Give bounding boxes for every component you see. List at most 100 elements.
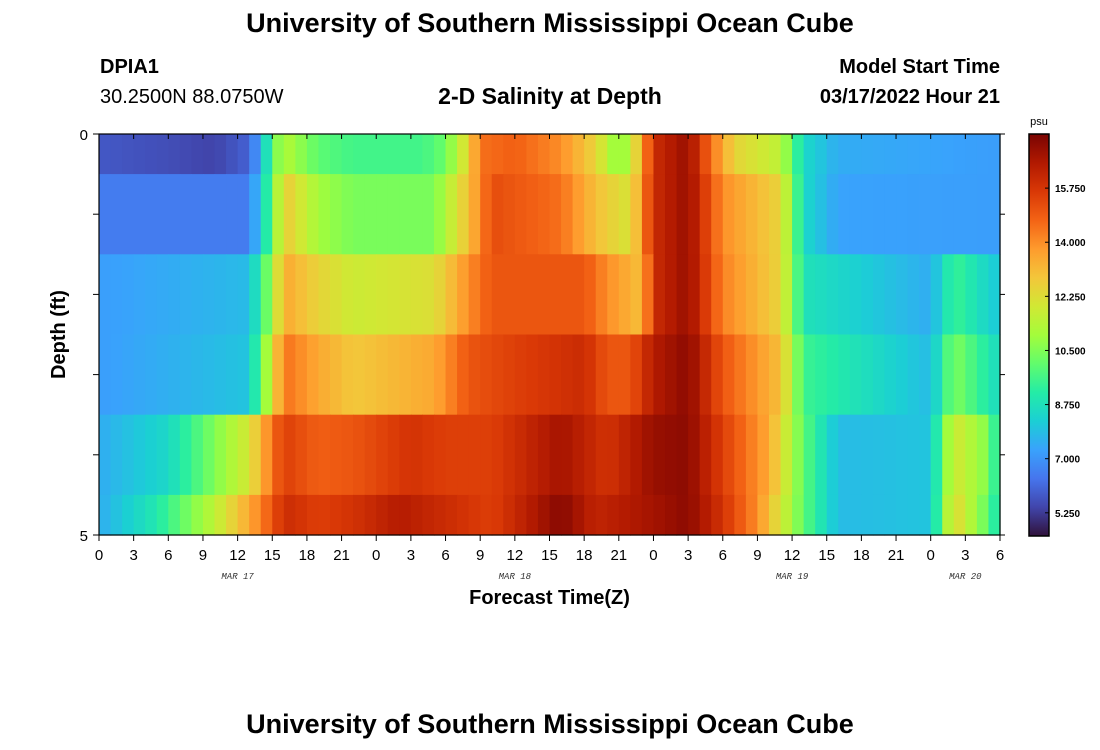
heatmap-cells [99, 134, 1001, 536]
heatmap-cell [283, 134, 296, 175]
heatmap-cell [930, 414, 943, 496]
heatmap-cell [295, 254, 308, 336]
heatmap-cell [815, 254, 828, 336]
heatmap-cell [676, 174, 689, 255]
heatmap-cell [745, 174, 759, 255]
x-tick-label: 21 [888, 547, 905, 564]
x-tick-label: 6 [719, 547, 727, 564]
heatmap-cell [330, 254, 343, 336]
heatmap-cell [607, 334, 620, 416]
heatmap-cell [179, 254, 193, 336]
heatmap-cell [249, 334, 262, 416]
heatmap-cell [549, 494, 562, 536]
heatmap-cell [826, 334, 839, 416]
heatmap-cell [688, 414, 701, 496]
heatmap-cell [330, 334, 343, 416]
heatmap-cell [849, 134, 862, 175]
heatmap-cell [191, 494, 204, 536]
heatmap-cell [399, 254, 412, 336]
heatmap-cell [768, 134, 782, 175]
heatmap-cell [919, 134, 932, 175]
heatmap-cell [410, 494, 424, 536]
heatmap-cell [353, 134, 366, 175]
heatmap-cell [226, 134, 239, 175]
heatmap-cell [202, 134, 216, 175]
x-tick-label: 18 [576, 547, 593, 564]
x-tick-label: 0 [372, 547, 380, 564]
heatmap-cell [445, 414, 458, 496]
heatmap-cell [168, 174, 181, 255]
heatmap-cell [826, 254, 839, 336]
heatmap-cell [630, 134, 643, 175]
heatmap-cell [803, 334, 816, 416]
heatmap-cell [179, 494, 193, 536]
heatmap-cell [364, 254, 377, 336]
heatmap-cell [156, 134, 169, 175]
heatmap-cell [572, 134, 585, 175]
heatmap-cell [537, 334, 551, 416]
x-tick-label: 6 [996, 547, 1004, 564]
heatmap-cell [930, 134, 943, 175]
heatmap-cell [503, 174, 516, 255]
heatmap-cell [861, 414, 874, 496]
heatmap-cell [468, 254, 481, 336]
heatmap-cell [884, 494, 897, 536]
x-tick-label: 21 [333, 547, 350, 564]
heatmap-cell [919, 254, 932, 336]
heatmap-cell [145, 134, 158, 175]
heatmap-cell [399, 174, 412, 255]
heatmap-cell [410, 134, 424, 175]
heatmap-cell [861, 254, 874, 336]
heatmap-cell [572, 254, 585, 336]
heatmap-cell [665, 334, 678, 416]
heatmap-cell [803, 494, 816, 536]
heatmap-cell [665, 174, 678, 255]
colorbar-tick-label: 12.250 [1055, 292, 1086, 303]
heatmap-cell [838, 494, 851, 536]
heatmap-cell [468, 174, 481, 255]
heatmap-cell [306, 134, 320, 175]
heatmap-cell [676, 134, 689, 175]
heatmap-cell [838, 334, 851, 416]
colorbar-tick-label: 7.000 [1055, 455, 1080, 466]
heatmap-cell [399, 134, 412, 175]
heatmap-cell [133, 134, 146, 175]
heatmap-cell [872, 174, 886, 255]
heatmap-cell [410, 414, 424, 496]
heatmap-cell [272, 254, 285, 336]
heatmap-cell [537, 494, 551, 536]
heatmap-cell [584, 254, 597, 336]
heatmap-cell [722, 414, 735, 496]
heatmap-cell [433, 254, 447, 336]
heatmap-cell [688, 254, 701, 336]
heatmap-cell [711, 254, 724, 336]
heatmap-cell [237, 134, 250, 175]
heatmap-cell [665, 254, 678, 336]
heatmap-cell [792, 174, 805, 255]
heatmap-cell [514, 254, 527, 336]
heatmap-cell [976, 334, 990, 416]
heatmap-cell [260, 134, 273, 175]
heatmap-cell [815, 334, 828, 416]
x-tick-label: 0 [927, 547, 935, 564]
heatmap-cell [445, 254, 458, 336]
heatmap-cell [896, 254, 909, 336]
heatmap-cell [306, 494, 320, 536]
heatmap-cell [445, 494, 458, 536]
heatmap-cell [988, 134, 1001, 175]
heatmap-cell [283, 494, 296, 536]
heatmap-cell [919, 334, 932, 416]
heatmap-cell [214, 494, 227, 536]
heatmap-cell [757, 134, 770, 175]
heatmap-cell [433, 494, 447, 536]
y-tick-label: 5 [80, 528, 88, 545]
heatmap-cell [526, 254, 539, 336]
heatmap-cell [514, 494, 527, 536]
heatmap-cell [214, 334, 227, 416]
heatmap-cell [745, 134, 759, 175]
heatmap-cell [792, 134, 805, 175]
heatmap-cell [849, 494, 862, 536]
heatmap-cell [306, 174, 320, 255]
heatmap-cell [780, 174, 793, 255]
heatmap-cell [561, 134, 574, 175]
